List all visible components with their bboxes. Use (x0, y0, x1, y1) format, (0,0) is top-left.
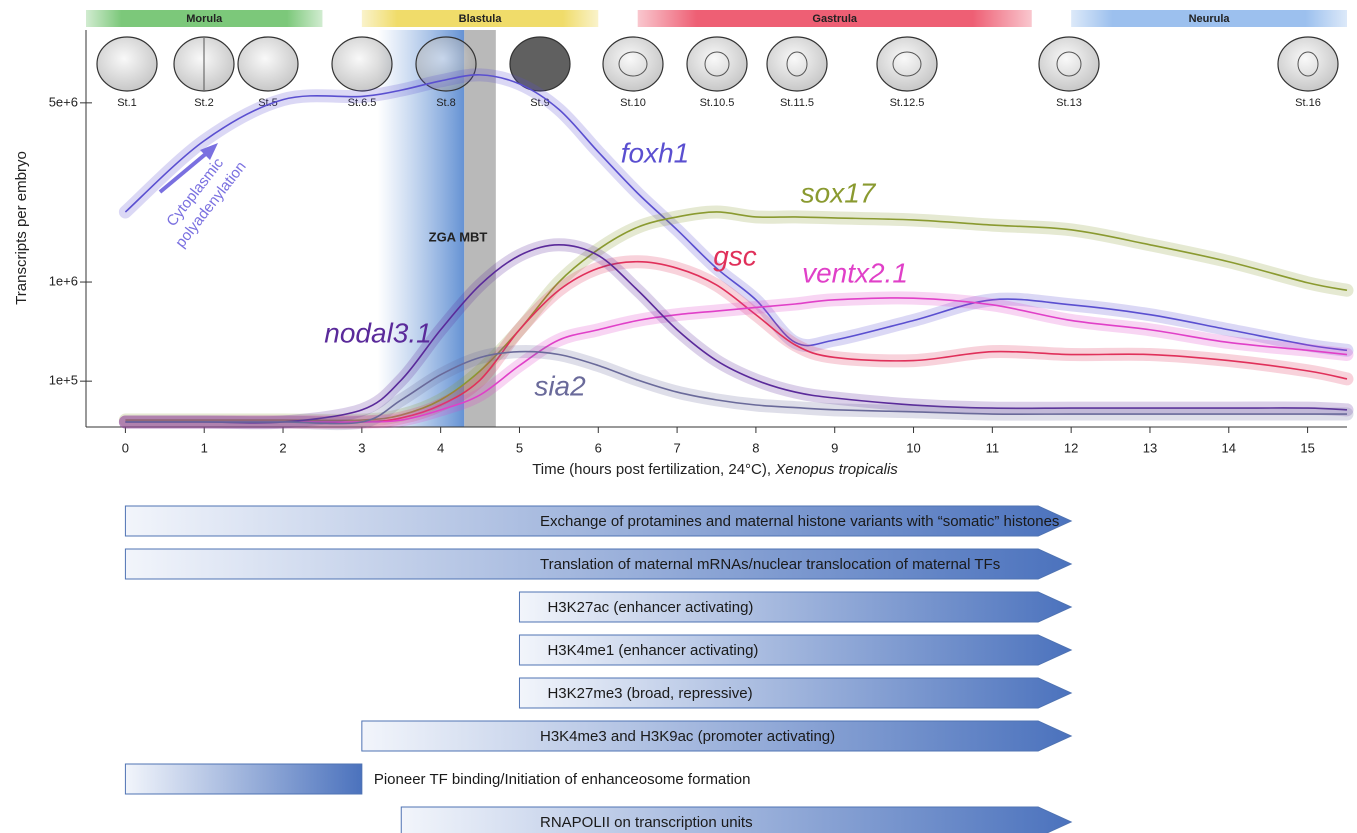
process-label: RNAPOLII on transcription units (540, 814, 753, 831)
series-label: gsc (713, 240, 757, 271)
stage-label: St.8 (436, 97, 456, 109)
x-tick-label: 6 (595, 440, 602, 455)
x-axis-label-species: Xenopus tropicalis (774, 461, 898, 478)
x-tick-label: 14 (1222, 440, 1236, 455)
embryo-icon (97, 37, 157, 91)
x-tick-label: 12 (1064, 440, 1078, 455)
x-tick-label: 7 (673, 440, 680, 455)
x-tick-label: 2 (279, 440, 286, 455)
embryo-icon (603, 37, 663, 91)
stage-label: St.2 (194, 97, 214, 109)
x-tick-label: 13 (1143, 440, 1157, 455)
x-tick-label: 1 (201, 440, 208, 455)
stage-label: St.13 (1056, 97, 1082, 109)
embryo-icon (1039, 37, 1099, 91)
phase-label: Neurula (1189, 13, 1231, 25)
process-label: H3K4me3 and H3K9ac (promoter activating) (540, 728, 835, 745)
stage-label: St.1 (117, 97, 137, 109)
x-axis-label: Time (hours post fertilization, 24°C), X… (532, 461, 898, 478)
series-band (125, 352, 1347, 424)
zga-mbt-label: ZGA MBT (429, 229, 488, 244)
stage-label: St.16 (1295, 97, 1321, 109)
y-tick-label: 1e+5 (49, 373, 78, 388)
phase-label: Morula (186, 13, 223, 25)
page: Morula Blastula Gastrula Neurula St.1 St.2 St.… (0, 0, 1357, 833)
stage-label: St.10 (620, 97, 646, 109)
embryo-icon (1278, 37, 1338, 91)
process-label: Pioneer TF binding/Initiation of enhance… (374, 771, 751, 788)
series-label: nodal3.1 (324, 317, 431, 348)
y-tick-label: 5e+6 (49, 94, 78, 109)
stage-label: St.11.5 (780, 97, 814, 109)
process-bar (125, 764, 361, 794)
process-label: H3K4me1 (enhancer activating) (547, 642, 758, 659)
x-tick-label: 8 (752, 440, 759, 455)
stage-label: St.12.5 (890, 97, 925, 109)
x-axis-label-text: Time (hours post fertilization, 24°C), (532, 461, 771, 478)
x-tick-label: 4 (437, 440, 444, 455)
x-tick-label: 3 (358, 440, 365, 455)
embryo-icon (877, 37, 937, 91)
process-label: Exchange of protamines and maternal hist… (540, 513, 1059, 530)
y-tick-label: 1e+6 (49, 273, 78, 288)
stage-label: St.10.5 (700, 97, 735, 109)
x-tick-label: 11 (986, 440, 1000, 455)
y-axis-label: Transcripts per embryo (13, 151, 30, 305)
series-label: foxh1 (621, 137, 690, 168)
x-tick-label: 10 (906, 440, 920, 455)
x-tick-label: 0 (122, 440, 129, 455)
phase-label: Gastrula (812, 13, 858, 25)
x-tick-label: 9 (831, 440, 838, 455)
series-label: ventx2.1 (802, 257, 908, 288)
embryo-icon (332, 37, 392, 91)
embryo-icon (238, 37, 298, 91)
series-label: sia2 (534, 370, 586, 401)
embryo-icon (687, 37, 747, 91)
embryo-icon (767, 37, 827, 91)
process-label: H3K27me3 (broad, repressive) (547, 685, 752, 702)
figure: Morula Blastula Gastrula Neurula St.1 St.2 St.… (0, 0, 1357, 833)
phase-label: Blastula (459, 13, 503, 25)
process-label: Translation of maternal mRNAs/nuclear tr… (540, 556, 1000, 573)
x-tick-label: 15 (1300, 440, 1314, 455)
x-tick-label: 5 (516, 440, 523, 455)
process-label: H3K27ac (enhancer activating) (547, 599, 753, 616)
series-label: sox17 (801, 177, 877, 208)
